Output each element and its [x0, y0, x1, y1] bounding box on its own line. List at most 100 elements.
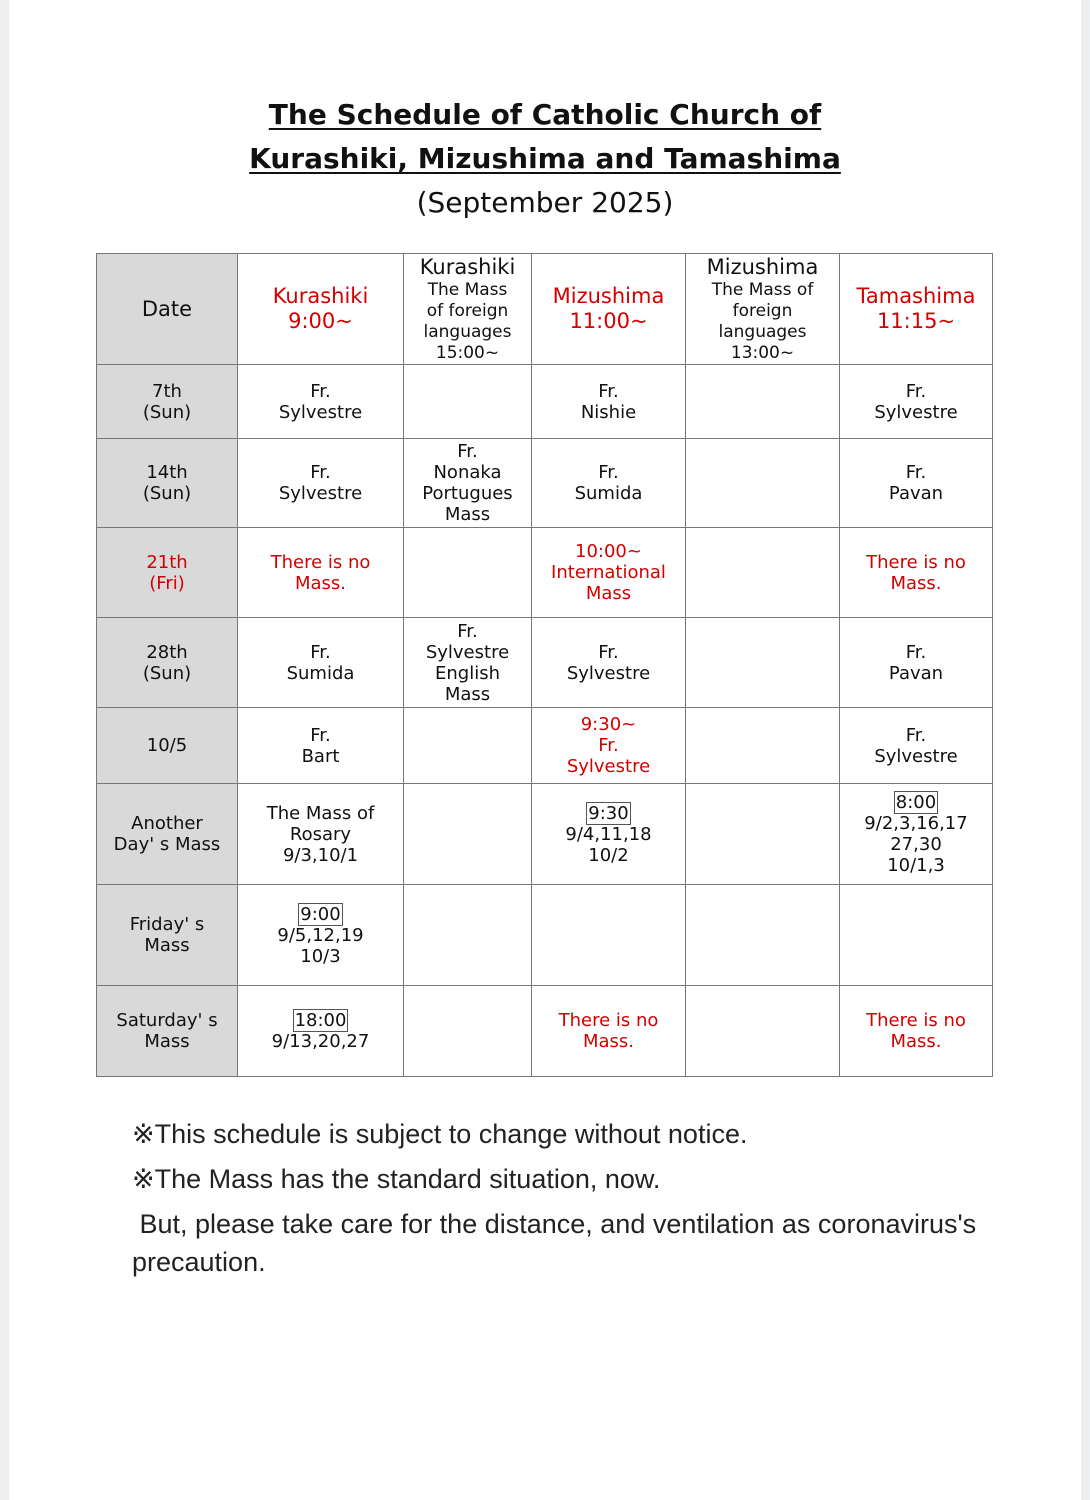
cell-line: 10/5	[146, 735, 188, 756]
schedule-cell: 9:00 9/5,12,19 10/3	[237, 884, 404, 986]
time-box: 8:00	[893, 791, 939, 814]
cell-line: languages	[423, 321, 512, 342]
cell-line: Mass	[585, 583, 632, 604]
cell-line: The Mass	[427, 279, 508, 300]
table-row: 28th (Sun) Fr. Sumida Fr. Sylvestre English Mas…	[96, 617, 993, 708]
schedule-cell	[403, 527, 532, 618]
schedule-cell: Fr. Pavan	[839, 438, 993, 528]
cell-line: 13:00~	[730, 342, 795, 363]
cell-line: The Mass of	[266, 802, 375, 824]
schedule-cell	[685, 617, 840, 708]
schedule-cell	[531, 884, 686, 986]
cell-line: Sumida	[574, 483, 643, 504]
cell-line: Sylvestre	[278, 483, 363, 504]
cell-line: 9/4,11,18	[565, 823, 652, 845]
cell-line: 9/13,20,27	[271, 1031, 370, 1052]
cell-line: Fr.	[310, 380, 331, 402]
cell-line: There is no	[866, 551, 966, 573]
cell-line: Fr.	[598, 641, 619, 663]
cell-line: Date	[141, 296, 193, 321]
cell-line: 28th	[146, 641, 188, 663]
schedule-cell: Fr. Nonaka Portugues Mass	[403, 438, 532, 528]
time-box: 9:00	[298, 902, 343, 926]
schedule-cell	[685, 707, 840, 784]
cell-line: Mass	[444, 504, 491, 525]
title-text-1: The Schedule of Catholic Church of	[268, 98, 822, 131]
table-row: Saturday' s Mass 18:00 9/13,20,27 There is n…	[96, 985, 993, 1077]
schedule-cell: There is no Mass.	[237, 527, 404, 618]
cell-line: 11:15~	[876, 309, 956, 333]
cell-line: of foreign	[426, 300, 509, 321]
cell-line: Mass.	[890, 1031, 942, 1052]
schedule-cell: The Mass of Rosary 9/3,10/1	[237, 783, 404, 885]
title-text-2: Kurashiki, Mizushima and Tamashima	[249, 142, 841, 175]
schedule-cell	[403, 783, 532, 885]
cell-line: Fr.	[598, 462, 619, 483]
cell-line: Tamashima	[856, 284, 976, 308]
note-2: ※The Mass has the standard situation, no…	[132, 1164, 661, 1194]
table-row: 7th (Sun) Fr. Sylvestre Fr. Nishie Fr. Sylvestr…	[96, 364, 993, 439]
cell-line: Fr.	[310, 724, 331, 746]
date-cell: 7th (Sun)	[96, 364, 238, 439]
schedule-cell: Fr. Sylvestre English Mass	[403, 617, 532, 708]
schedule-cell: Fr. Nishie	[531, 364, 686, 439]
cell-line: foreign	[732, 300, 793, 321]
header-date: Date	[96, 253, 238, 365]
header-column: Kurashiki The Mass of foreign languages 15:0…	[403, 253, 532, 365]
cell-line: 9/2,3,16,17	[864, 813, 968, 834]
time-box: 9:30	[586, 801, 631, 825]
schedule-cell	[839, 884, 993, 986]
schedule-cell	[685, 985, 840, 1077]
title-line-2: Kurashiki, Mizushima and Tamashima	[0, 142, 1090, 175]
table-row: 14th (Sun) Fr. Sylvestre Fr. Nonaka Portugues M…	[96, 438, 993, 528]
cell-line: Sylvestre	[874, 401, 958, 423]
cell-line: There is no	[866, 1010, 966, 1031]
cell-line: 8:00	[840, 791, 992, 814]
schedule-cell	[685, 884, 840, 986]
schedule-cell: Fr. Sylvestre	[839, 707, 993, 784]
cell-line: Mass.	[294, 572, 347, 594]
cell-line: Fr.	[598, 735, 619, 756]
header-row: Date Kurashiki 9:00~ Kurashiki The Mass of fo…	[96, 253, 993, 365]
schedule-cell	[403, 884, 532, 986]
cell-line: Kurashiki	[272, 284, 369, 308]
cell-line: 10:00~	[575, 541, 642, 562]
cell-line: English	[435, 662, 500, 684]
cell-line: 10/3	[300, 945, 341, 967]
cell-line: 18:00	[238, 1009, 403, 1032]
table-row: Friday' s Mass 9:00 9/5,12,19 10/3	[96, 884, 993, 986]
date-cell: 10/5	[96, 707, 238, 784]
cell-line: Mizushima	[706, 254, 819, 279]
cell-line: 9:30	[532, 801, 685, 825]
schedule-cell: There is no Mass.	[531, 985, 686, 1077]
cell-line: Nonaka	[433, 462, 502, 483]
schedule-cell: Fr. Pavan	[839, 617, 993, 708]
schedule-cell: There is no Mass.	[839, 527, 993, 618]
cell-line: (Fri)	[149, 572, 185, 594]
page-edge-right	[1081, 0, 1090, 1500]
schedule-cell: 18:00 9/13,20,27	[237, 985, 404, 1077]
table-row: Another Day' s Mass The Mass of Rosary 9/3,1…	[96, 783, 993, 885]
note-3: But, please take care for the distance, …	[132, 1209, 984, 1277]
schedule-cell	[685, 783, 840, 885]
cell-line: Kurashiki	[419, 254, 516, 279]
schedule-cell	[685, 438, 840, 528]
cell-line: Mass	[144, 935, 190, 956]
note-1: ※This schedule is subject to change with…	[132, 1119, 748, 1149]
cell-line: Mass	[444, 683, 491, 705]
header-column: Mizushima The Mass of foreign languages 13:0…	[685, 253, 840, 365]
cell-line: Rosary	[289, 823, 352, 845]
cell-line: There is no	[270, 551, 371, 573]
cell-line: There is no	[558, 1010, 659, 1031]
time-box: 18:00	[292, 1009, 349, 1032]
schedule-cell	[403, 707, 532, 784]
cell-line: (Sun)	[142, 401, 192, 423]
schedule-table: Date Kurashiki 9:00~ Kurashiki The Mass of fo…	[96, 253, 993, 1077]
cell-line: Day' s Mass	[113, 834, 221, 855]
cell-line: Another	[131, 813, 203, 834]
cell-line: International	[551, 562, 666, 583]
cell-line: 9/5,12,19	[277, 924, 364, 946]
cell-line: 7th	[152, 380, 182, 402]
header-column: Kurashiki 9:00~	[237, 253, 404, 365]
cell-line: (Sun)	[142, 483, 192, 504]
